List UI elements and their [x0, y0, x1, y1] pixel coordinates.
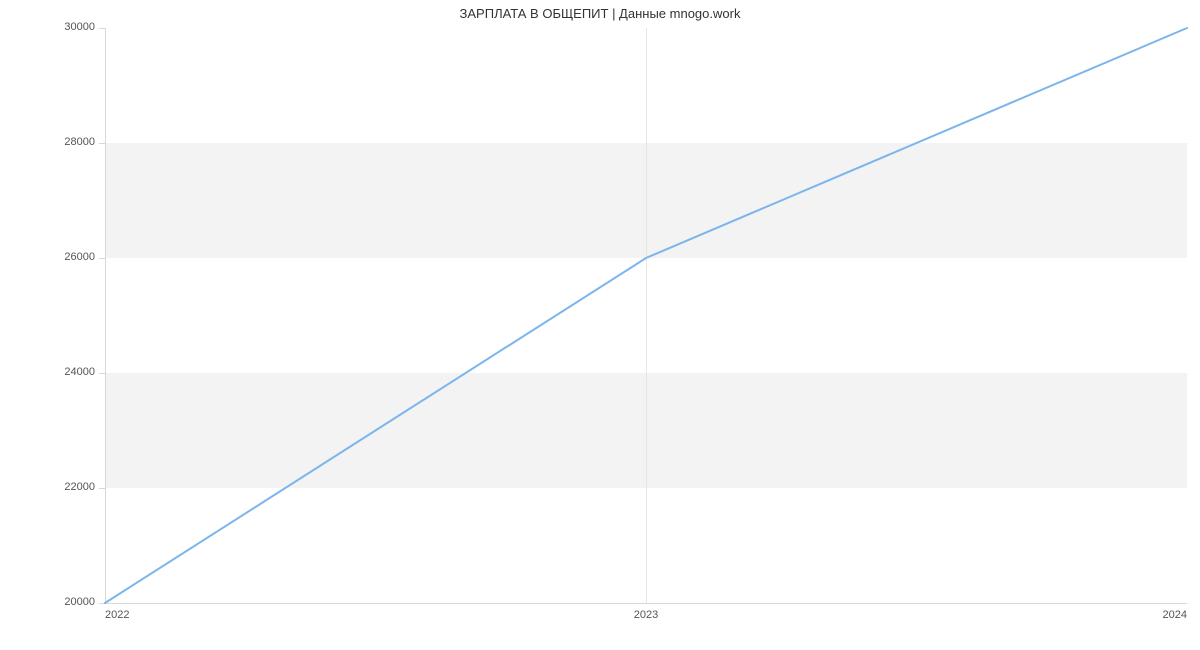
plot-area — [105, 28, 1187, 603]
y-tick-label: 26000 — [0, 251, 95, 263]
salary-line-chart: ЗАРПЛАТА В ОБЩЕПИТ | Данные mnogo.work 2… — [0, 0, 1200, 650]
x-tick-label: 2024 — [1127, 609, 1187, 621]
y-tick-label: 20000 — [0, 596, 95, 608]
series-salary — [105, 28, 1187, 603]
y-tick-label: 22000 — [0, 481, 95, 493]
x-axis-line — [105, 603, 1187, 604]
y-tick-label: 24000 — [0, 366, 95, 378]
y-tick-label: 28000 — [0, 136, 95, 148]
y-tick-label: 30000 — [0, 21, 95, 33]
x-tick-label: 2022 — [105, 609, 165, 621]
x-tick-label: 2023 — [616, 609, 676, 621]
chart-title: ЗАРПЛАТА В ОБЩЕПИТ | Данные mnogo.work — [0, 6, 1200, 21]
series-line-svg — [105, 28, 1187, 603]
